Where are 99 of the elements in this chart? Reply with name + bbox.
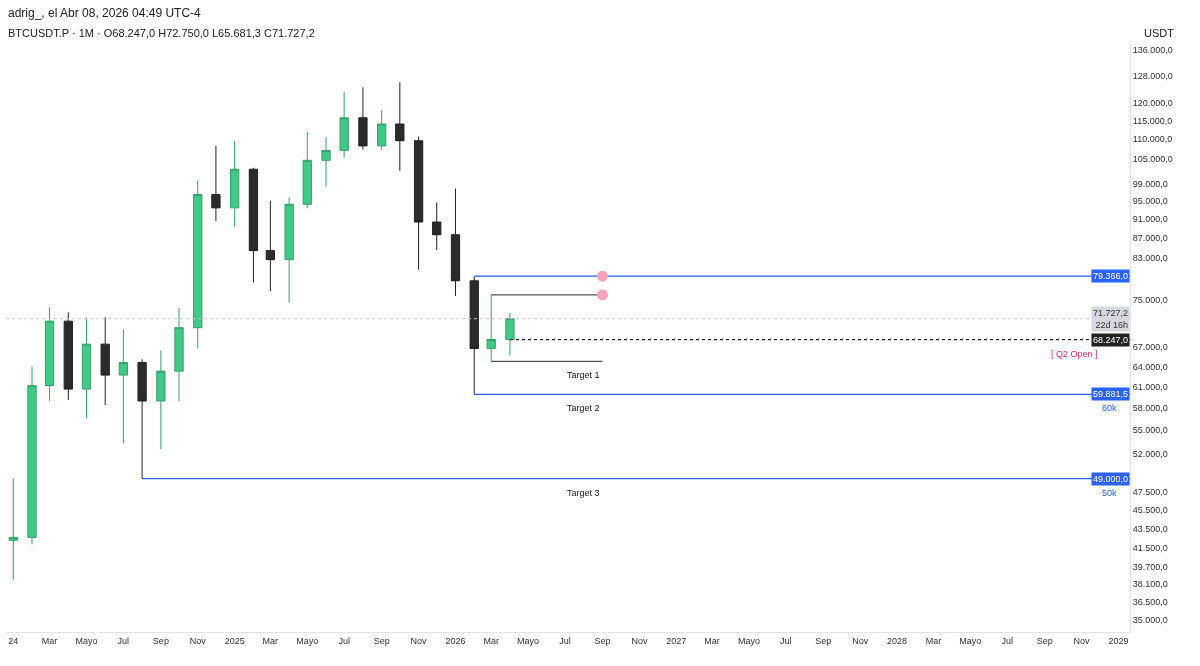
candlestick bbox=[211, 145, 221, 222]
y-tick-label: 91.000,0 bbox=[1132, 213, 1168, 224]
x-tick-label: Nov bbox=[1073, 635, 1091, 646]
candlestick bbox=[118, 329, 129, 444]
y-axis-title: USDT bbox=[1144, 27, 1175, 39]
y-tick-label: 55.000,0 bbox=[1132, 425, 1168, 436]
annotation: Target 2 bbox=[567, 403, 600, 413]
x-tick-label: 2025 bbox=[224, 635, 245, 646]
x-tick-label: 2029 bbox=[1108, 635, 1129, 646]
candlestick bbox=[377, 109, 387, 151]
x-tick-label: Mayo bbox=[737, 635, 760, 646]
x-tick-label: Jul bbox=[1001, 635, 1013, 646]
x-tick-label: Sep bbox=[1036, 635, 1053, 646]
x-tick-label: Mayo bbox=[959, 635, 982, 646]
y-tick-label: 67.000,0 bbox=[1132, 342, 1168, 353]
candlestick bbox=[44, 306, 55, 402]
candlestick bbox=[100, 316, 110, 406]
candlestick bbox=[63, 311, 73, 401]
x-tick-label: Jul bbox=[780, 635, 792, 646]
x-tick-label: Sep bbox=[594, 635, 611, 646]
x-tick-label: 2027 bbox=[666, 635, 687, 646]
candlestick bbox=[413, 136, 424, 271]
y-tick-label: 45.500,0 bbox=[1132, 504, 1168, 515]
x-tick-label: 24 bbox=[8, 635, 19, 646]
x-tick-label: Sep bbox=[373, 635, 390, 646]
x-tick-label: Sep bbox=[152, 635, 169, 646]
y-tick-label: 35.000,0 bbox=[1132, 614, 1168, 625]
candlestick bbox=[505, 312, 515, 357]
x-tick-label: 2028 bbox=[887, 635, 908, 646]
candlestick bbox=[174, 307, 184, 402]
y-tick-label: 61.000,0 bbox=[1132, 381, 1168, 392]
y-tick-label: 136.000,0 bbox=[1132, 45, 1173, 56]
y-tick-label: 41.500,0 bbox=[1132, 543, 1168, 554]
candlestick bbox=[450, 188, 461, 297]
y-tick-label: 47.500,0 bbox=[1132, 486, 1168, 497]
chart-subtitle: BTCUSDT.P · 1M · O68.247,0 H72.750,0 L65.681,3 C71.727,2 bbox=[8, 27, 315, 39]
x-tick-label: Nov bbox=[631, 635, 648, 646]
y-tick-label: 87.000,0 bbox=[1132, 232, 1168, 243]
y-tick-label: 43.500,0 bbox=[1132, 523, 1168, 534]
candlestick bbox=[27, 366, 37, 545]
candlestick bbox=[302, 131, 312, 209]
x-tick-label: Sep bbox=[815, 635, 832, 646]
chart-title: adrig_, el Abr 08, 2026 04:49 UTC-4 bbox=[8, 6, 202, 20]
annotation: 50k bbox=[1102, 488, 1118, 498]
data-label: 59.881,5 bbox=[1093, 389, 1129, 399]
candlestick bbox=[339, 91, 349, 159]
candlestick bbox=[432, 201, 442, 251]
y-tick-label: 105.000,0 bbox=[1132, 153, 1173, 164]
y-tick-label: 95.000,0 bbox=[1132, 195, 1168, 206]
y-tick-label: 115.000,0 bbox=[1132, 115, 1173, 126]
candlestick bbox=[469, 275, 479, 395]
x-tick-label: Mar bbox=[262, 635, 279, 646]
y-tick-label: 39.700,0 bbox=[1132, 562, 1168, 573]
candlestick bbox=[8, 478, 18, 581]
ref-line-label: 71.727,2 22d 16h bbox=[1093, 308, 1129, 330]
annotation: Target 1 bbox=[567, 370, 600, 380]
y-tick-label: 64.000,0 bbox=[1132, 361, 1168, 372]
x-tick-label: Mayo bbox=[517, 635, 540, 646]
data-label: 68.247,0 bbox=[1093, 335, 1129, 345]
candlestick bbox=[230, 140, 240, 228]
y-tick-label: 52.000,0 bbox=[1132, 448, 1168, 459]
y-tick-label: 83.000,0 bbox=[1132, 252, 1168, 263]
x-tick-label: Mayo bbox=[296, 635, 319, 646]
y-tick-label: 75.000,0 bbox=[1132, 295, 1168, 306]
annotation: 60k bbox=[1102, 403, 1118, 413]
x-tick-label: 2026 bbox=[445, 635, 466, 646]
candlestick bbox=[81, 316, 92, 419]
candlestick bbox=[156, 349, 166, 450]
x-tick-label: Jul bbox=[559, 635, 571, 646]
y-tick-label: 120.000,0 bbox=[1132, 97, 1173, 108]
candlestick bbox=[284, 196, 294, 304]
data-label: 49.000,0 bbox=[1093, 474, 1129, 484]
candlestick bbox=[265, 200, 276, 292]
y-tick-label: 36.500,0 bbox=[1132, 597, 1168, 608]
x-tick-label: Mar bbox=[41, 635, 58, 646]
candlestick bbox=[137, 358, 147, 480]
x-tick-label: Mar bbox=[925, 635, 942, 646]
y-tick-label: 128.000,0 bbox=[1132, 70, 1173, 81]
y-tick-label: 99.000,0 bbox=[1132, 178, 1168, 189]
x-tick-label: Nov bbox=[852, 635, 869, 646]
candlestick bbox=[358, 86, 368, 151]
y-tick-label: 110.000,0 bbox=[1132, 134, 1173, 145]
x-tick-label: Mar bbox=[704, 635, 720, 646]
x-tick-label: Jul bbox=[117, 635, 130, 646]
y-tick-label: 38.100,0 bbox=[1132, 579, 1168, 590]
x-tick-label: Mar bbox=[483, 635, 499, 646]
data-label: 79.366,0 bbox=[1093, 271, 1129, 281]
y-tick-label: 58.000,0 bbox=[1132, 402, 1168, 413]
candlestick bbox=[248, 167, 259, 283]
x-tick-label: Mayo bbox=[75, 635, 98, 646]
candlestick bbox=[486, 294, 496, 362]
x-tick-label: Nov bbox=[410, 635, 428, 646]
candlestick bbox=[395, 81, 405, 172]
candlestick bbox=[193, 180, 203, 350]
annotation: Target 3 bbox=[567, 488, 600, 498]
x-tick-label: Nov bbox=[189, 635, 207, 646]
annotation: [ Q2 Open ] bbox=[1051, 349, 1098, 359]
candlestick bbox=[321, 136, 331, 188]
x-tick-label: Jul bbox=[338, 635, 350, 646]
